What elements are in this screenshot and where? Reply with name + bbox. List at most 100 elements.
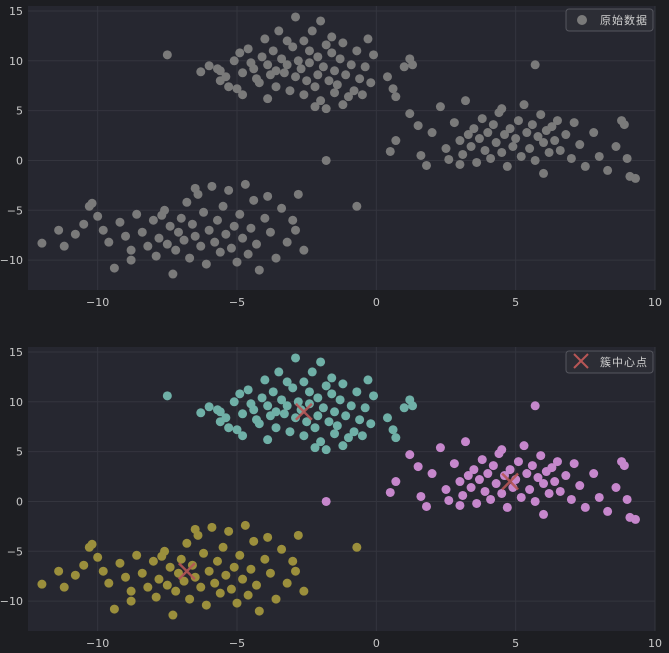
data-point: [293, 189, 303, 199]
data-point: [224, 526, 234, 536]
data-point: [109, 263, 119, 273]
data-point: [277, 54, 287, 64]
data-point: [580, 161, 590, 171]
legend-marker-circle: [577, 15, 587, 25]
data-point: [257, 393, 267, 403]
data-point: [561, 471, 571, 481]
data-point: [469, 124, 479, 134]
data-point: [539, 479, 549, 489]
x-tick-label: 0: [373, 296, 380, 309]
data-point: [254, 606, 264, 616]
data-point: [291, 225, 301, 235]
data-point: [321, 155, 331, 165]
data-point: [547, 463, 557, 473]
data-point: [405, 109, 415, 119]
data-point: [291, 12, 301, 22]
data-point: [126, 255, 136, 265]
data-point: [466, 483, 476, 493]
data-point: [235, 209, 245, 219]
data-point: [502, 161, 512, 171]
data-point: [427, 128, 437, 138]
data-point: [238, 68, 248, 78]
data-point: [84, 201, 94, 211]
data-point: [630, 173, 640, 183]
data-point: [246, 223, 256, 233]
data-point: [185, 594, 195, 604]
data-point: [519, 100, 529, 110]
data-point: [338, 379, 348, 389]
data-point: [449, 118, 459, 128]
data-point: [285, 86, 295, 96]
data-point: [346, 401, 356, 411]
data-point: [539, 168, 549, 178]
data-point: [413, 121, 423, 131]
data-point: [483, 469, 493, 479]
x-tick-label: −5: [229, 296, 245, 309]
x-tick-label: 5: [512, 637, 519, 650]
data-point: [204, 61, 214, 71]
data-point: [190, 231, 200, 241]
data-point: [316, 96, 326, 106]
data-point: [93, 211, 103, 221]
data-point: [413, 462, 423, 472]
data-point: [37, 238, 47, 248]
data-point: [318, 403, 328, 413]
data-point: [575, 140, 585, 150]
data-point: [388, 84, 398, 94]
data-point: [165, 562, 175, 572]
data-point: [199, 548, 209, 558]
data-point: [566, 494, 576, 504]
data-point: [391, 136, 401, 146]
data-point: [369, 50, 379, 60]
data-point: [182, 538, 192, 548]
data-point: [352, 387, 362, 397]
data-point: [268, 46, 278, 56]
data-point: [204, 402, 214, 412]
data-point: [282, 401, 292, 411]
data-point: [176, 213, 186, 223]
data-point: [497, 445, 507, 455]
data-point: [232, 598, 242, 608]
data-point: [516, 492, 526, 502]
data-point: [497, 104, 507, 114]
data-point: [263, 60, 273, 70]
data-point: [254, 78, 264, 88]
data-point: [249, 536, 259, 546]
data-point: [226, 584, 236, 594]
data-point: [552, 116, 562, 126]
data-point: [330, 429, 340, 439]
data-point: [355, 74, 365, 84]
data-point: [215, 588, 225, 598]
data-point: [355, 415, 365, 425]
data-point: [168, 610, 178, 620]
data-point: [291, 413, 301, 423]
data-point: [293, 530, 303, 540]
data-point: [210, 237, 220, 247]
data-point: [265, 568, 275, 578]
data-point: [630, 514, 640, 524]
data-point: [399, 62, 409, 72]
data-point: [179, 576, 189, 586]
data-point: [335, 395, 345, 405]
data-point: [352, 46, 362, 56]
data-point: [346, 60, 356, 70]
x-tick-label: 0: [373, 637, 380, 650]
data-point: [173, 568, 183, 578]
cluster-center-stroke: [501, 472, 519, 491]
data-points: [37, 12, 640, 279]
data-point: [226, 243, 236, 253]
data-point: [162, 239, 172, 249]
data-point: [385, 146, 395, 156]
data-point: [385, 487, 395, 497]
data-point: [527, 461, 537, 471]
data-point: [238, 409, 248, 419]
data-point: [210, 578, 220, 588]
y-tick-label: 10: [9, 396, 23, 409]
y-tick-label: 15: [9, 346, 23, 359]
data-point: [115, 217, 125, 227]
data-point: [469, 465, 479, 475]
data-point: [70, 570, 80, 580]
data-point: [313, 411, 323, 421]
data-point: [221, 229, 231, 239]
data-point: [154, 233, 164, 243]
